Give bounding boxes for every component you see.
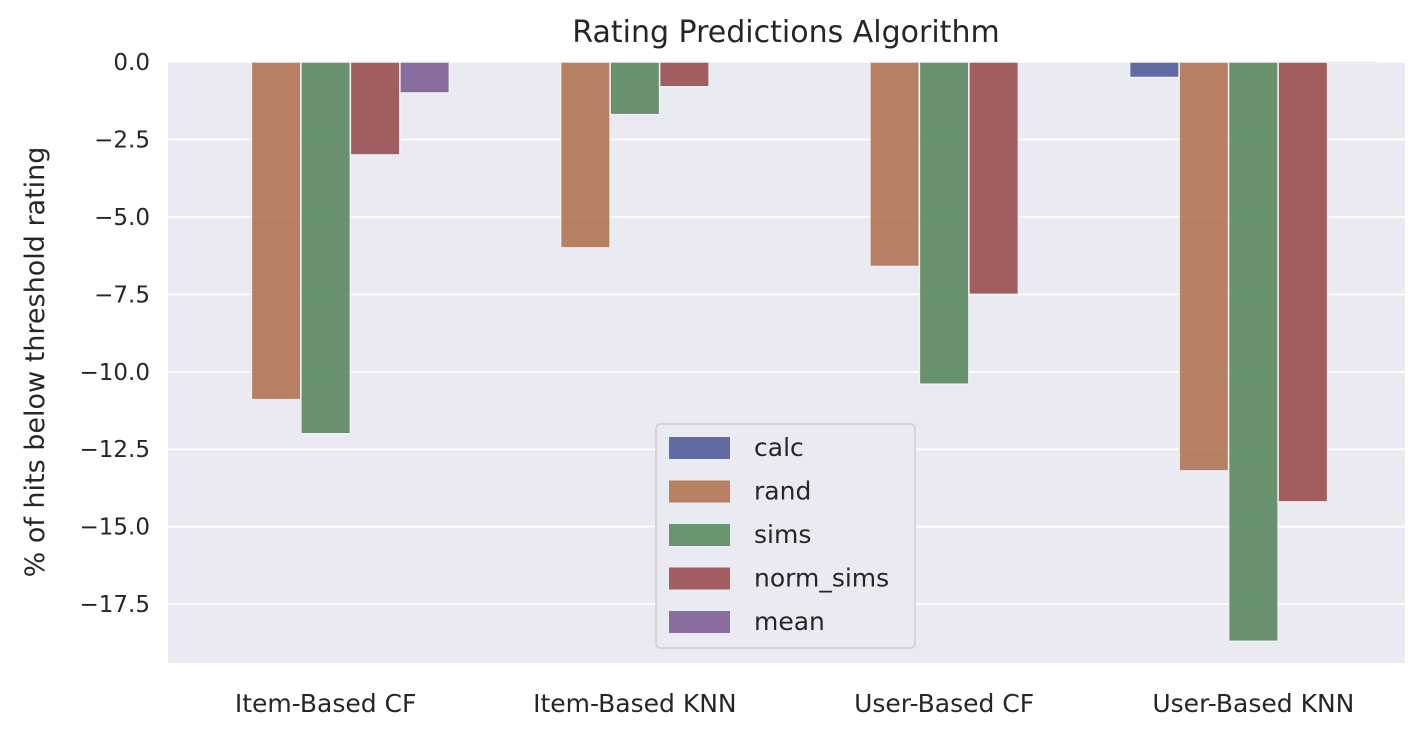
legend-swatch (669, 480, 730, 503)
bar-norm_sims (968, 61, 1020, 296)
x-tick-label: User-Based CF (854, 689, 1034, 718)
x-tick-label: Item-Based KNN (533, 689, 737, 718)
x-tick-labels: Item-Based CF Item-Based KNN User-Based CF… (235, 689, 1355, 718)
bar-sims (609, 61, 661, 116)
legend-label: sims (754, 520, 811, 549)
y-tick-label: −10.0 (80, 360, 150, 386)
legend-label: norm_sims (754, 564, 889, 593)
legend-label: mean (754, 607, 825, 636)
y-tick-label: −2.5 (94, 127, 150, 153)
bar-norm_sims (1277, 61, 1329, 503)
bar-sims (1227, 61, 1279, 643)
y-tick-label: −17.5 (80, 592, 150, 618)
legend-swatch (669, 437, 730, 459)
x-tick-label: User-Based KNN (1152, 689, 1354, 718)
bar-rand (869, 61, 921, 268)
bar-mean (1326, 61, 1378, 65)
y-tick-label: −7.5 (94, 282, 150, 308)
x-tick-label: Item-Based CF (235, 689, 417, 718)
legend-swatch (669, 524, 730, 546)
y-tick-label: −15.0 (80, 515, 150, 541)
legend-label: rand (754, 477, 811, 506)
bar-rand (559, 61, 611, 249)
legend-swatch (669, 611, 730, 633)
bar-calc (1128, 61, 1180, 79)
bar-norm_sims (349, 61, 401, 156)
y-tick-labels: 0.0 −2.5 −5.0 −7.5 −10.0 −12.5 −15.0 −17.5 (80, 50, 150, 618)
bar-rand (1178, 61, 1230, 472)
legend-frame (655, 423, 916, 649)
bar-rand (250, 61, 302, 401)
legend-label: calc (754, 433, 804, 462)
bar-norm_sims (658, 61, 710, 88)
y-tick-label: 0.0 (113, 50, 150, 76)
y-axis-label: % of hits below threshold rating (20, 147, 51, 578)
bar-mean (399, 61, 451, 94)
chart-title: Rating Predictions Algorithm (572, 15, 999, 50)
legend-swatch (669, 567, 730, 590)
bar-sims (918, 61, 970, 385)
y-tick-label: −12.5 (80, 437, 150, 463)
bars (250, 61, 1378, 643)
y-tick-label: −5.0 (94, 205, 150, 231)
bar-sims (300, 61, 352, 435)
